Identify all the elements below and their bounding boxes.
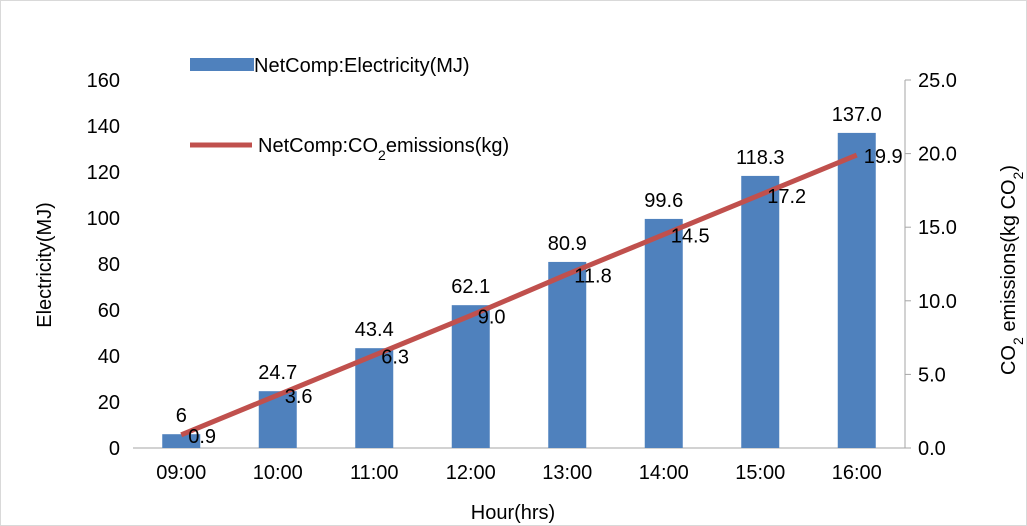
bar-value-label: 62.1 — [451, 276, 490, 298]
legend-swatch-electricity — [190, 58, 254, 71]
legend-co2-sub: 2 — [378, 147, 386, 163]
line-value-label: 19.9 — [864, 146, 903, 168]
bar-value-label: 80.9 — [548, 233, 587, 255]
x-tick-label: 09:00 — [156, 462, 206, 484]
right-axis-title-part-1: CO — [998, 345, 1020, 375]
right-tick-label: 15.0 — [918, 217, 957, 239]
right-tick-label: 25.0 — [918, 70, 957, 92]
left-tick-label: 100 — [87, 208, 120, 230]
x-axis-title: Hour(hrs) — [471, 502, 555, 524]
right-axis-title: CO2 emissions(kg CO2) — [998, 165, 1026, 375]
left-tick-label: 160 — [87, 70, 120, 92]
left-tick-label: 0 — [109, 438, 120, 460]
line-value-label: 11.8 — [574, 265, 611, 287]
x-axis-ticks: 09:00 10:00 11:00 12:00 13:00 14:00 15:00 16:00 — [156, 462, 882, 484]
electricity-labels: 6 24.7 43.4 62.1 80.9 99.6 118.3 137.0 — [176, 104, 882, 427]
right-axis-title-part-2: emissions(kg CO — [998, 179, 1020, 337]
bar — [548, 261, 587, 448]
line-value-label: 17.2 — [767, 186, 806, 208]
line-value-label: 0.9 — [188, 426, 216, 448]
bar — [355, 348, 394, 448]
bar — [451, 305, 490, 448]
right-tick-label: 0.0 — [918, 438, 946, 460]
electricity-bars — [162, 132, 876, 448]
line-value-label: 14.5 — [671, 226, 710, 248]
bar-value-label: 118.3 — [736, 147, 785, 169]
left-tick-label: 60 — [98, 300, 120, 322]
left-axis-ticks: 0 20 40 60 80 100 120 140 160 — [87, 70, 120, 460]
legend: NetComp:Electricity(MJ) NetComp:CO2emiss… — [190, 55, 509, 163]
left-tick-label: 120 — [87, 162, 120, 184]
right-axis-title-sub-1: 2 — [1010, 337, 1026, 345]
bar — [644, 218, 683, 448]
bar-value-label: 43.4 — [355, 319, 394, 341]
x-tick-label: 16:00 — [832, 462, 882, 484]
left-tick-label: 20 — [98, 392, 120, 414]
bar — [741, 175, 780, 448]
x-tick-label: 11:00 — [350, 462, 399, 484]
right-tick-label: 20.0 — [918, 144, 957, 166]
line-value-label: 6.3 — [381, 346, 409, 368]
co2-line-layer — [180, 152, 858, 438]
legend-co2-part-1: NetComp:CO — [258, 135, 378, 157]
x-tick-label: 12:00 — [446, 462, 496, 484]
line-value-label: 3.6 — [285, 386, 313, 408]
line-value-label: 9.0 — [478, 307, 506, 329]
bar — [837, 132, 876, 448]
right-axis-title-sub-2: 2 — [1010, 171, 1026, 179]
bar-value-label: 24.7 — [258, 362, 297, 384]
bar-value-label: 137.0 — [832, 104, 882, 126]
right-axis-title-part-3: ) — [998, 165, 1020, 172]
right-tick-label: 10.0 — [918, 291, 957, 313]
x-tick-label: 13:00 — [542, 462, 592, 484]
legend-label-co2: NetComp:CO2emissions(kg) — [258, 135, 509, 163]
right-axis-ticks: 0.0 5.0 10.0 15.0 20.0 25.0 — [905, 70, 957, 460]
right-tick-label: 5.0 — [918, 364, 946, 386]
left-tick-label: 80 — [98, 254, 120, 276]
co2-line — [180, 152, 858, 438]
bar — [162, 434, 201, 448]
left-tick-label: 40 — [98, 346, 120, 368]
x-tick-label: 15:00 — [735, 462, 785, 484]
x-tick-label: 10:00 — [253, 462, 303, 484]
left-axis-title: Electricity(MJ) — [34, 202, 56, 328]
left-tick-label: 140 — [87, 116, 120, 138]
legend-label-electricity: NetComp:Electricity(MJ) — [254, 55, 470, 77]
bar-value-label: 99.6 — [644, 190, 683, 212]
bar-value-label: 6 — [176, 405, 187, 427]
legend-co2-part-2: emissions(kg) — [386, 135, 509, 157]
co2-labels: 0.9 3.6 6.3 9.0 11.8 14.5 17.2 19.9 — [188, 146, 902, 448]
x-tick-label: 14:00 — [639, 462, 689, 484]
